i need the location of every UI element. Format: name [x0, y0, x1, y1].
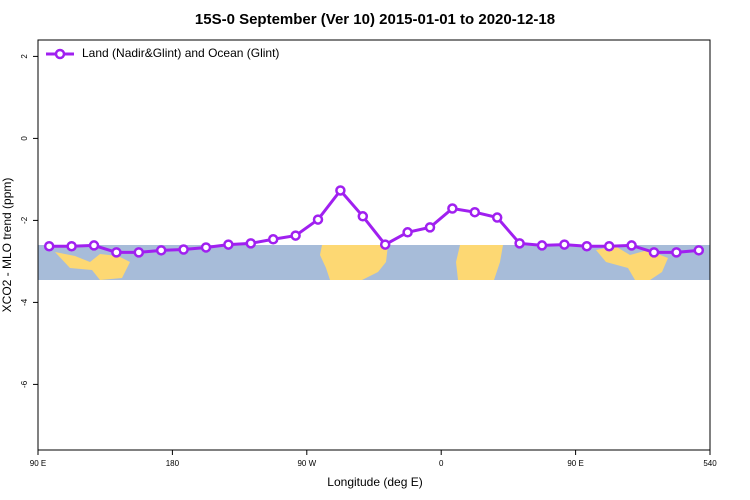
x-axis-label: Longitude (deg E): [327, 475, 422, 489]
point: [424, 222, 436, 233]
map-background: [38, 245, 710, 280]
x-tick-label: 90 E: [567, 459, 583, 468]
y-tick-label: -6: [20, 380, 29, 388]
point: [245, 238, 257, 249]
x-tick-label: 540: [703, 459, 717, 468]
y-tick-label: -4: [20, 298, 29, 306]
y-tick-label: -2: [20, 216, 29, 224]
y-tick-label: 0: [20, 136, 29, 141]
point: [648, 247, 660, 258]
point: [223, 239, 234, 250]
chart-title: 15S-0 September (Ver 10) 2015-01-01 to 2…: [195, 11, 555, 28]
point: [559, 239, 570, 250]
y-axis-label: XCO2 - MLO trend (ppm): [0, 178, 14, 313]
point: [111, 247, 122, 258]
point: [536, 240, 548, 251]
point: [402, 227, 413, 238]
point: [626, 240, 637, 251]
point: [469, 206, 481, 218]
point: [178, 244, 189, 255]
point: [200, 242, 212, 253]
point: [133, 247, 145, 258]
y-tick-label: 2: [20, 54, 29, 59]
point: [43, 240, 55, 252]
legend-marker: [54, 48, 66, 60]
point: [491, 212, 503, 223]
point: [88, 240, 100, 251]
point: [693, 245, 705, 256]
point: [447, 203, 458, 214]
point: [267, 234, 279, 245]
series-line: [49, 188, 699, 254]
point: [603, 240, 615, 252]
point: [357, 211, 369, 222]
point: [155, 245, 167, 256]
point: [581, 240, 593, 252]
point: [671, 247, 682, 258]
x-tick-label: 180: [166, 459, 180, 468]
point: [312, 214, 324, 225]
point: [379, 239, 391, 250]
plot-frame: [37, 39, 711, 451]
legend-label: Land (Nadir&Glint) and Ocean (Glint): [82, 46, 279, 60]
point: [290, 230, 301, 241]
x-tick-label: 90 W: [297, 459, 316, 468]
point: [514, 238, 525, 249]
point: [335, 185, 346, 196]
point: [66, 240, 77, 252]
x-tick-label: 0: [439, 459, 444, 468]
x-tick-label: 90 E: [30, 459, 46, 468]
